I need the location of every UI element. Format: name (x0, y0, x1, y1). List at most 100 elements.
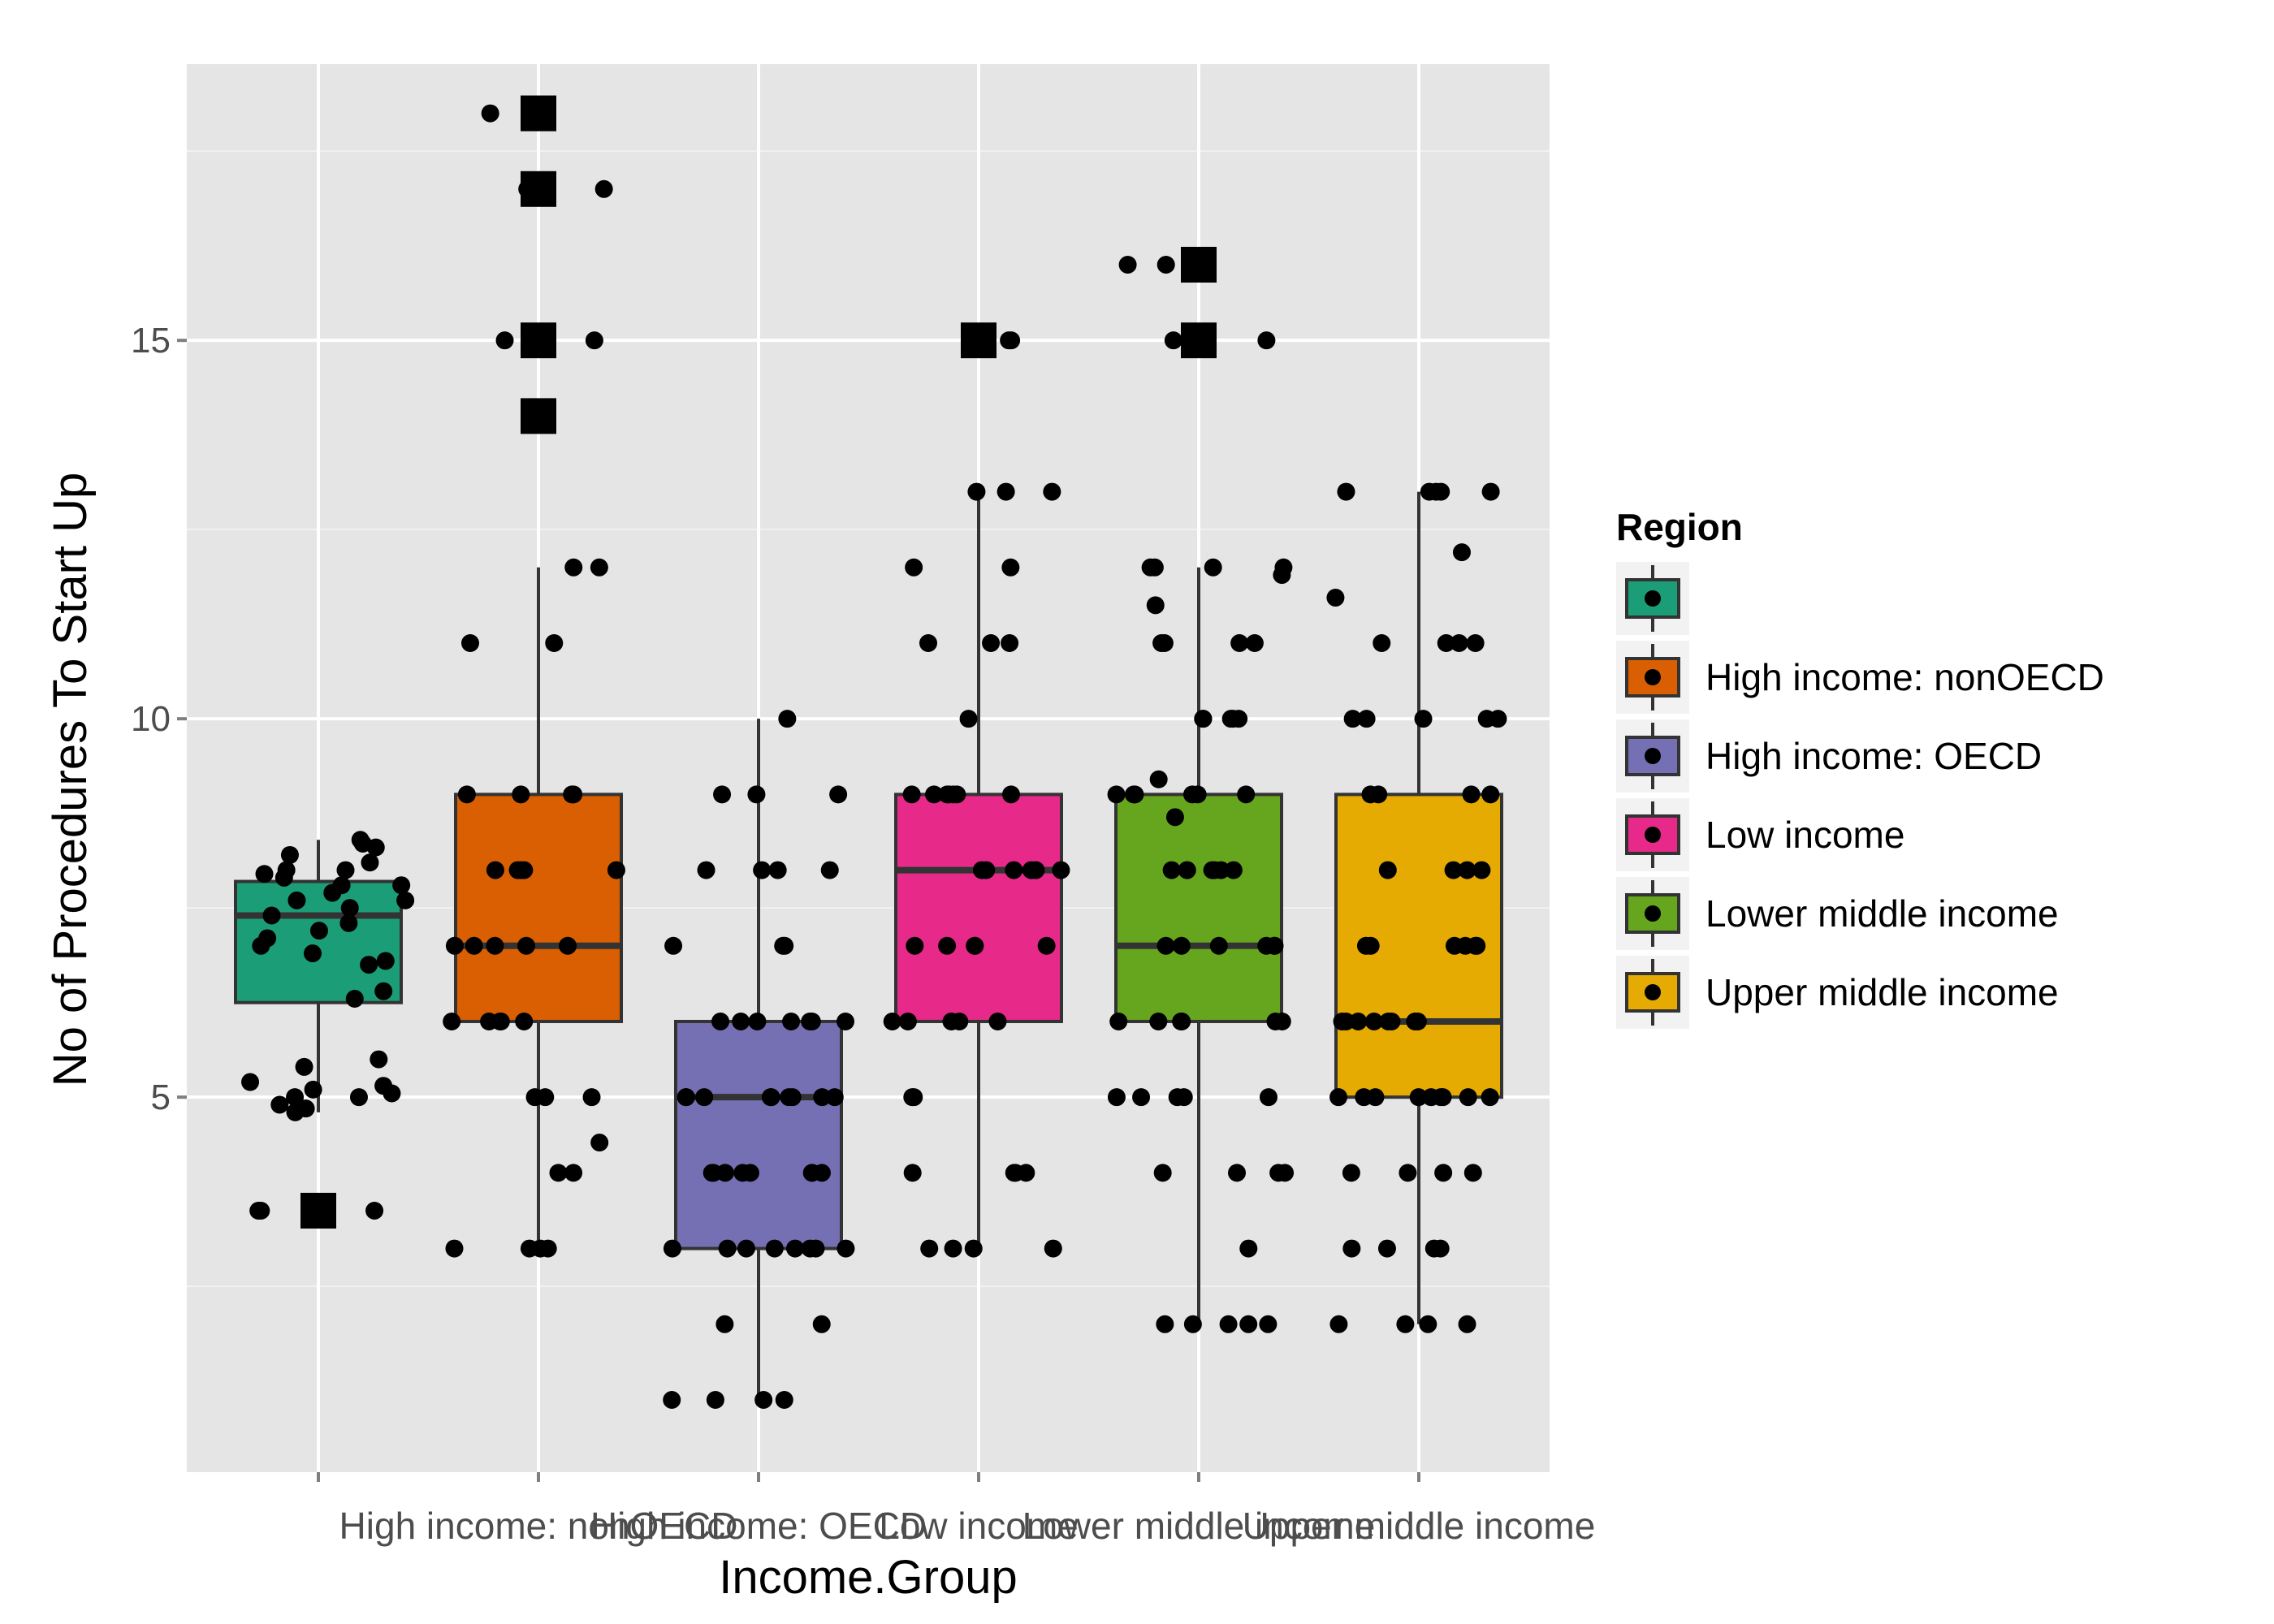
x-axis-title: Income.Group (719, 1551, 1018, 1604)
data-point (374, 982, 393, 1000)
data-point (737, 1239, 755, 1258)
data-point (1422, 1088, 1441, 1107)
data-point (1005, 1164, 1023, 1182)
data-point (1145, 558, 1164, 577)
data-point (801, 1012, 819, 1030)
data-point (1219, 1315, 1238, 1333)
legend-label: Low income (1706, 814, 1904, 856)
data-point (1481, 1088, 1499, 1107)
data-point (940, 785, 958, 804)
data-point (258, 929, 277, 948)
data-point (812, 1315, 831, 1333)
jitter-points (241, 104, 1507, 1409)
data-point (1276, 1164, 1295, 1182)
data-point (1333, 1012, 1351, 1030)
data-point (1183, 785, 1202, 804)
data-point (303, 944, 322, 963)
data-point (732, 1012, 750, 1030)
data-point (703, 1164, 721, 1182)
data-point (339, 914, 358, 932)
data-point (1156, 255, 1175, 274)
data-point (1329, 1315, 1348, 1333)
data-point (1000, 331, 1018, 350)
data-point (1343, 710, 1362, 728)
data-point (443, 1012, 461, 1030)
box (454, 793, 623, 1023)
data-point (376, 952, 395, 970)
data-point (345, 990, 364, 1009)
data-point (361, 853, 379, 872)
data-point (697, 861, 715, 879)
data-point (1022, 861, 1040, 879)
data-point (1477, 710, 1496, 728)
data-point (663, 1239, 681, 1258)
data-point (964, 1239, 983, 1258)
legend-key-point (1645, 590, 1661, 607)
x-tick-label: High income: OECD (590, 1505, 927, 1547)
data-point (715, 1164, 734, 1182)
data-point (1052, 861, 1070, 879)
legend-label: High income: nonOECD (1706, 656, 2104, 698)
data-point (1162, 861, 1181, 879)
data-point (695, 1088, 714, 1107)
data-point (445, 936, 464, 955)
data-point (813, 1088, 832, 1107)
data-point (1178, 861, 1196, 879)
data-point (1043, 482, 1061, 501)
outlier-point (300, 1192, 336, 1229)
data-point (1396, 1315, 1415, 1333)
data-point (1221, 710, 1240, 728)
data-point (1156, 1315, 1174, 1333)
data-point (748, 1012, 767, 1030)
data-point (801, 1239, 819, 1258)
data-point (585, 331, 603, 350)
data-point (1458, 861, 1476, 879)
data-point (825, 1088, 844, 1107)
x-tick-label: High income: nonOECD (339, 1505, 738, 1547)
data-point (1366, 1088, 1385, 1107)
minor-gridlines (187, 150, 1550, 1288)
data-point (336, 861, 355, 879)
data-point (959, 710, 978, 728)
data-point (590, 558, 608, 577)
data-point (920, 1239, 939, 1258)
data-point (559, 936, 577, 955)
data-point (1420, 482, 1438, 501)
data-point (1329, 1088, 1348, 1107)
outlier-point (521, 322, 556, 359)
data-point (1005, 861, 1023, 879)
data-point (883, 1012, 901, 1030)
data-point (1357, 710, 1376, 728)
data-point (286, 1088, 305, 1107)
x-tick-label: Low income (879, 1505, 1078, 1547)
data-point (706, 1390, 724, 1409)
legend: Region High income: nonOECD High income: … (1616, 506, 2104, 1029)
outlier-markers (300, 95, 1217, 1229)
data-point (778, 710, 797, 728)
plot-panel (187, 64, 1550, 1472)
data-point (950, 1012, 969, 1030)
data-point (713, 785, 732, 804)
data-point (1399, 1164, 1417, 1182)
data-point (396, 891, 415, 909)
data-point (481, 104, 499, 123)
data-point (564, 785, 583, 804)
outlier-point (1181, 246, 1217, 283)
data-point (1156, 936, 1175, 955)
data-point (353, 834, 372, 853)
data-point (1408, 1012, 1427, 1030)
data-point (783, 1088, 802, 1107)
data-point (1107, 785, 1126, 804)
data-point (1153, 1164, 1172, 1182)
data-point (1149, 770, 1168, 788)
data-point (786, 1239, 805, 1258)
data-point (323, 883, 342, 902)
data-point (1273, 1012, 1291, 1030)
data-point (1183, 1315, 1202, 1333)
data-point (718, 1239, 737, 1258)
data-point (1456, 936, 1475, 955)
data-point (1224, 861, 1243, 879)
data-point (1369, 785, 1388, 804)
data-point (590, 1134, 609, 1152)
y-tick-label: 15 (131, 321, 171, 361)
